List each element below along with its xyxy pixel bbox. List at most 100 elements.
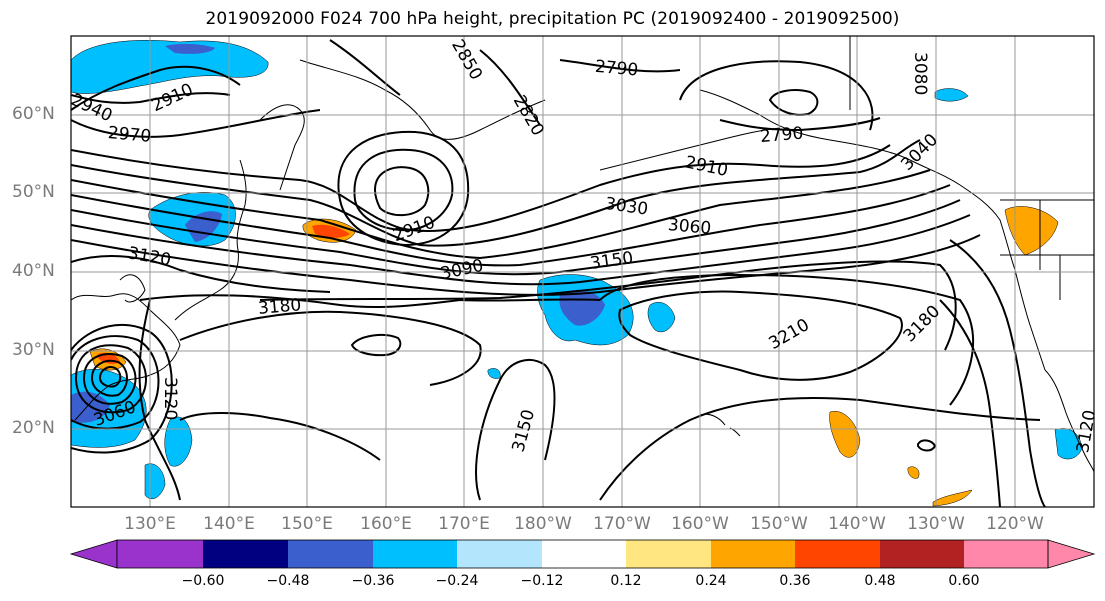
contour-3180-outer bbox=[139, 294, 601, 309]
colorbar-bin bbox=[117, 540, 203, 568]
lat-label-30n: 30°N bbox=[12, 340, 55, 360]
lon-label-160e: 160°E bbox=[360, 514, 412, 534]
lat-label-60n: 60°N bbox=[12, 104, 55, 124]
lon-label-170e: 170°E bbox=[438, 514, 490, 534]
coast-korea bbox=[119, 274, 146, 303]
colorbar-extend-left bbox=[69, 539, 118, 569]
contour-label: 2790 bbox=[759, 123, 804, 147]
map-title: 2019092000 F024 700 hPa height, precipit… bbox=[205, 9, 900, 29]
contour-high-small bbox=[917, 439, 937, 452]
precip-cell-japan-n-core bbox=[185, 211, 222, 242]
lat-label-20n: 20°N bbox=[12, 418, 55, 438]
contour-west-curve bbox=[138, 299, 181, 501]
contour-2970-mid bbox=[71, 169, 931, 260]
contour-3180-east bbox=[599, 273, 974, 406]
colorbar-bin bbox=[795, 540, 880, 568]
coast-kamchatka bbox=[259, 104, 305, 191]
contour-3090 bbox=[71, 234, 981, 296]
colorbar-tick-label: −0.36 bbox=[351, 573, 395, 589]
lon-label-120w: 120°W bbox=[986, 514, 1044, 534]
contour-east-curve-2 bbox=[939, 299, 1001, 507]
height-contours bbox=[71, 39, 1046, 507]
us-state-borders bbox=[1000, 199, 1094, 300]
colorbar-tick-label: 0.24 bbox=[695, 573, 727, 589]
colorbar-bin bbox=[203, 540, 288, 568]
lat-label-50n: 50°N bbox=[12, 182, 55, 202]
typhoon-ring-1 bbox=[98, 366, 122, 388]
contour-3150-se bbox=[599, 396, 1041, 501]
colorbar-bin bbox=[964, 540, 1048, 568]
colorbar-outline bbox=[116, 539, 1049, 569]
coast-alaska bbox=[699, 89, 961, 186]
contour-3000 bbox=[71, 184, 951, 267]
precip-cell-nw-core bbox=[165, 43, 215, 54]
lat-label-40n: 40°N bbox=[12, 261, 55, 281]
contour-3180-small bbox=[350, 333, 402, 357]
contour-3180-lower bbox=[179, 412, 381, 461]
typhoon-ring-2 bbox=[90, 359, 128, 397]
lon-label-140w: 140°W bbox=[828, 514, 886, 534]
lon-label-130w: 130°W bbox=[907, 514, 965, 534]
contour-3150-south bbox=[475, 359, 556, 501]
precip-cell-california bbox=[1004, 206, 1059, 256]
contour-label: 2970 bbox=[107, 123, 152, 147]
contour-label: 3120 bbox=[1073, 408, 1100, 454]
lon-label-130e: 130°E bbox=[124, 514, 176, 534]
contour-east-curve bbox=[949, 239, 1046, 507]
typhoon-ring-3 bbox=[82, 353, 137, 405]
precip-cell-alaska bbox=[934, 88, 969, 102]
colorbar-tick-label: −0.12 bbox=[520, 573, 564, 589]
colorbar-tick-label: −0.24 bbox=[435, 573, 479, 589]
contour-2850 bbox=[329, 39, 401, 96]
contour-label: 3080 bbox=[910, 52, 930, 95]
colorbar-bin bbox=[542, 540, 626, 568]
lon-label-170w: 170°W bbox=[593, 514, 651, 534]
lon-label-140e: 140°E bbox=[203, 514, 255, 534]
contour-low-ring-2 bbox=[337, 130, 470, 247]
precip-cell-hawaii-ne bbox=[829, 410, 861, 458]
contour-2790-north bbox=[559, 59, 681, 73]
precip-cell-east-japan-core bbox=[312, 224, 350, 238]
colorbar-bin bbox=[457, 540, 542, 568]
precip-cell-central-east bbox=[647, 302, 676, 333]
colorbar-bin bbox=[288, 540, 373, 568]
contour-2940-mid bbox=[71, 139, 921, 247]
colorbar-tick-label: 0.60 bbox=[948, 573, 980, 589]
colorbar bbox=[69, 539, 1096, 569]
contour-2940-west bbox=[71, 92, 231, 104]
contour-label: 3060 bbox=[667, 215, 712, 239]
colorbar-tick-label: 0.36 bbox=[779, 573, 811, 589]
contour-3210 bbox=[618, 290, 903, 381]
colorbar-bin bbox=[373, 540, 457, 568]
contour-2910-west bbox=[71, 65, 241, 111]
contour-2820 bbox=[479, 49, 541, 126]
colorbar-bin bbox=[711, 540, 795, 568]
contour-3060 bbox=[71, 214, 971, 286]
coast-baja bbox=[1044, 369, 1094, 473]
contour-3180-south bbox=[179, 310, 482, 386]
coast-aleutians bbox=[599, 127, 781, 171]
contour-high-ne-2 bbox=[768, 89, 819, 116]
graticule bbox=[71, 36, 1094, 507]
colorbar-tick-label: −0.48 bbox=[266, 573, 310, 589]
coast-siberia bbox=[299, 59, 546, 140]
contour-3120-west bbox=[71, 255, 331, 293]
colorbar-tick-label: 0.48 bbox=[864, 573, 896, 589]
lon-label-160w: 160°W bbox=[671, 514, 729, 534]
precip-cell-tiny-3 bbox=[932, 489, 973, 507]
typhoon-ring-6 bbox=[71, 323, 173, 454]
contour-2970-west bbox=[71, 109, 321, 138]
contour-low-ring-1 bbox=[353, 148, 454, 232]
colorbar-bin bbox=[626, 540, 711, 568]
contour-label: 3120 bbox=[160, 377, 180, 420]
contour-label: 2790 bbox=[594, 57, 639, 81]
lon-label-150e: 150°E bbox=[281, 514, 333, 534]
colorbar-tick-label: −0.60 bbox=[181, 573, 225, 589]
contour-label: 3180 bbox=[257, 295, 302, 319]
lon-label-180w: 180°W bbox=[514, 514, 572, 534]
contour-3030 bbox=[71, 199, 961, 276]
precip-cell-tiny-2 bbox=[907, 466, 920, 479]
typhoon-ring-4 bbox=[74, 344, 147, 414]
colorbar-tick-label: 0.12 bbox=[610, 573, 642, 589]
